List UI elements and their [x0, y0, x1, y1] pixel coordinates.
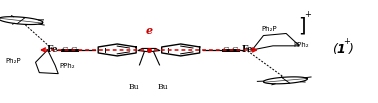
Text: PPh₂: PPh₂: [294, 42, 309, 48]
Text: C: C: [223, 46, 229, 54]
Text: C: C: [62, 46, 68, 54]
Text: PPh₂: PPh₂: [59, 63, 74, 69]
Text: (: (: [332, 43, 337, 56]
Text: Bu: Bu: [157, 83, 168, 91]
Text: 1: 1: [336, 43, 345, 56]
Text: e: e: [146, 25, 152, 36]
Text: Ph₂P: Ph₂P: [262, 26, 277, 32]
Text: C: C: [71, 46, 77, 54]
Text: ]: ]: [299, 16, 306, 35]
Text: Bu: Bu: [129, 83, 139, 91]
Text: Fe: Fe: [46, 45, 58, 54]
Text: +: +: [305, 10, 311, 19]
Text: +: +: [344, 37, 350, 46]
Text: Fe: Fe: [242, 45, 253, 54]
Text: C: C: [232, 46, 238, 54]
Text: ): ): [349, 43, 353, 56]
Text: Ph₂P: Ph₂P: [6, 58, 21, 64]
